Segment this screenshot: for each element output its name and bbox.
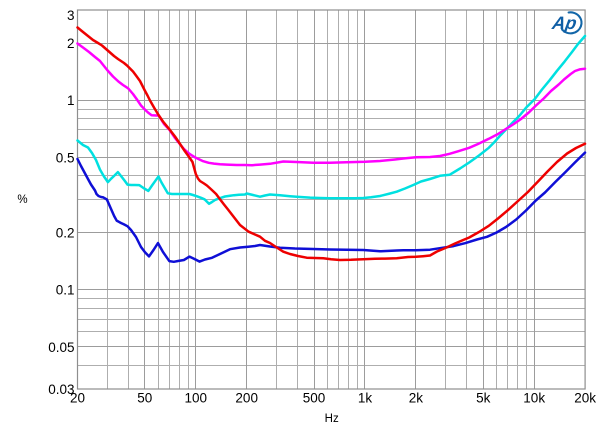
svg-text:5k: 5k: [476, 390, 491, 405]
svg-text:0.2: 0.2: [56, 226, 75, 241]
svg-text:50: 50: [137, 390, 152, 405]
svg-text:500: 500: [303, 390, 326, 405]
svg-text:20: 20: [70, 390, 85, 405]
svg-text:%: %: [17, 194, 27, 206]
svg-text:0.5: 0.5: [56, 150, 75, 165]
svg-text:Hz: Hz: [325, 413, 339, 425]
svg-text:100: 100: [185, 390, 208, 405]
svg-text:1: 1: [67, 93, 75, 108]
svg-text:0.05: 0.05: [48, 340, 74, 355]
svg-text:Ap: Ap: [550, 13, 578, 33]
svg-text:200: 200: [235, 390, 258, 405]
svg-text:1k: 1k: [358, 390, 373, 405]
svg-text:2k: 2k: [409, 390, 424, 405]
svg-text:0.1: 0.1: [56, 283, 75, 298]
svg-text:3: 3: [67, 8, 75, 23]
svg-text:20k: 20k: [574, 390, 596, 405]
svg-text:10k: 10k: [523, 390, 545, 405]
svg-text:2: 2: [67, 36, 75, 51]
svg-text:0.03: 0.03: [48, 382, 74, 397]
